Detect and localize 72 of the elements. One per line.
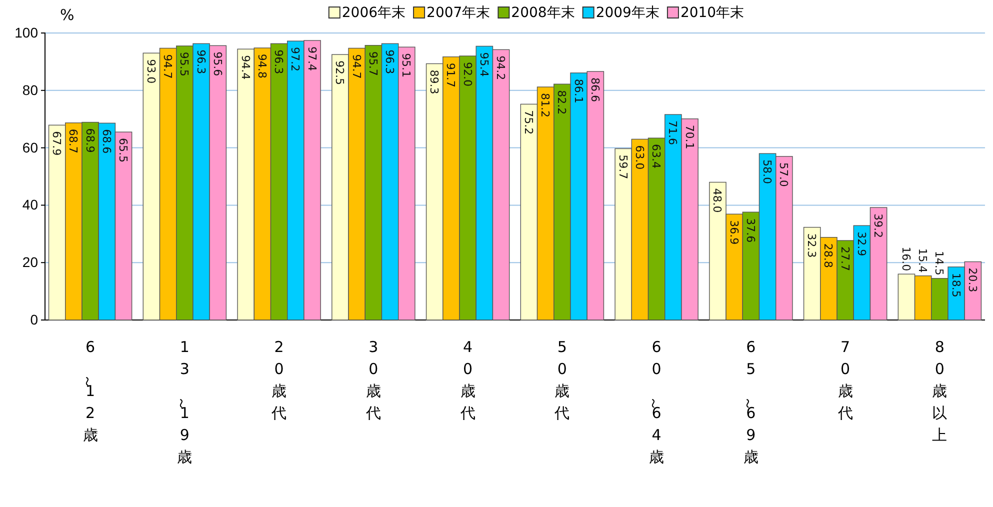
data-label: 89.3 bbox=[428, 70, 441, 94]
data-label: 36.9 bbox=[727, 220, 740, 245]
data-label: 18.5 bbox=[949, 272, 962, 298]
data-label: 65.5 bbox=[116, 138, 130, 163]
data-label: 96.3 bbox=[383, 50, 396, 74]
data-label: 95.7 bbox=[366, 51, 380, 76]
data-label: 16.0 bbox=[899, 246, 912, 272]
data-label: 95.6 bbox=[210, 52, 224, 76]
data-label: 81.2 bbox=[538, 92, 552, 118]
data-label: 39.2 bbox=[872, 213, 885, 238]
data-label: 37.6 bbox=[744, 218, 757, 243]
category-label: 13～19歳 bbox=[173, 338, 192, 466]
data-label: 28.8 bbox=[822, 243, 835, 268]
y-axis-title: % bbox=[60, 6, 74, 24]
x-tick-label: 30歳代 bbox=[364, 338, 381, 422]
data-label: 48.0 bbox=[710, 188, 724, 213]
data-label: 93.0 bbox=[144, 59, 158, 84]
data-label: 58.0 bbox=[760, 160, 774, 184]
data-label: 92.0 bbox=[460, 62, 474, 86]
data-label: 96.3 bbox=[194, 50, 208, 74]
data-label: 68.9 bbox=[83, 128, 96, 153]
data-label: 67.9 bbox=[50, 131, 64, 156]
x-tick-label: 70歳代 bbox=[836, 338, 853, 422]
y-tick-label: 100 bbox=[14, 24, 38, 40]
data-label: 94.4 bbox=[238, 55, 252, 80]
data-label: 95.1 bbox=[400, 53, 413, 78]
data-label: 68.6 bbox=[100, 129, 113, 154]
data-label: 97.4 bbox=[305, 46, 318, 71]
data-label: 95.4 bbox=[477, 52, 490, 77]
legend-label: 2009年末 bbox=[596, 5, 660, 21]
data-label: 94.7 bbox=[350, 54, 363, 79]
y-tick-label: 0 bbox=[30, 311, 38, 328]
data-label: 63.0 bbox=[632, 145, 646, 170]
legend-label: 2006年末 bbox=[342, 5, 406, 21]
data-label: 94.2 bbox=[494, 56, 508, 80]
data-label: 32.3 bbox=[805, 233, 818, 258]
legend-label: 2007年末 bbox=[426, 5, 490, 21]
data-label: 20.3 bbox=[966, 268, 979, 292]
data-label: 86.1 bbox=[572, 78, 585, 104]
x-tick-label: 20歳代 bbox=[270, 338, 287, 422]
category-label: 65～69歳 bbox=[739, 338, 758, 466]
data-label: 86.6 bbox=[588, 77, 602, 102]
data-label: 97.2 bbox=[288, 47, 302, 72]
data-label: 82.2 bbox=[555, 90, 568, 115]
data-label: 59.7 bbox=[616, 154, 630, 180]
y-tick-label: 60 bbox=[22, 139, 38, 156]
data-label: 14.5 bbox=[932, 250, 946, 276]
category-label: 6～12歳 bbox=[78, 338, 98, 444]
data-label: 71.6 bbox=[666, 120, 680, 146]
data-label: 15.4 bbox=[916, 248, 930, 273]
y-tick-label: 20 bbox=[22, 254, 38, 270]
data-label: 63.4 bbox=[650, 144, 663, 169]
legend-label: 2008年末 bbox=[511, 5, 575, 21]
category-label: 60～64歳 bbox=[645, 338, 664, 466]
legend-label: 2010年末 bbox=[680, 5, 744, 21]
data-label: 94.7 bbox=[161, 54, 174, 79]
data-label: 92.5 bbox=[333, 60, 346, 86]
x-tick-label: 50歳代 bbox=[554, 338, 570, 422]
data-label: 95.5 bbox=[178, 52, 191, 76]
x-tick-label: 40歳代 bbox=[459, 338, 476, 422]
y-tick-label: 40 bbox=[22, 196, 38, 213]
y-tick-label: 80 bbox=[22, 82, 38, 98]
data-label: 27.7 bbox=[838, 246, 852, 271]
data-label: 70.1 bbox=[682, 124, 696, 150]
data-label: 91.7 bbox=[444, 62, 458, 88]
x-tick-label: 80歳以上 bbox=[932, 338, 948, 444]
data-label: 68.7 bbox=[66, 128, 80, 154]
data-label: 75.2 bbox=[522, 110, 535, 135]
data-label: 57.0 bbox=[777, 162, 790, 187]
data-label: 32.9 bbox=[854, 232, 868, 256]
data-label: 96.3 bbox=[272, 50, 286, 74]
data-label: 94.8 bbox=[255, 54, 268, 78]
